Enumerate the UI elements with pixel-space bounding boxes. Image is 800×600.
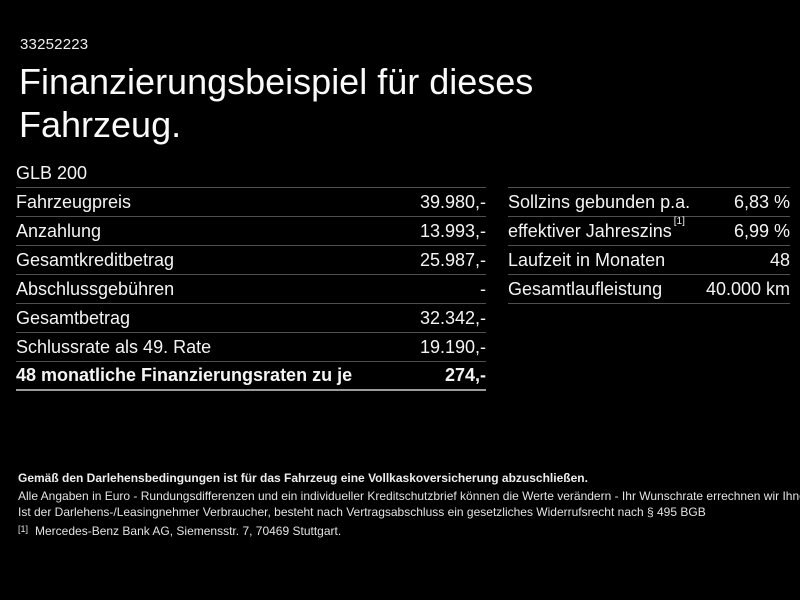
conditions-table: Sollzins gebunden p.a. 6,83 % effektiver… xyxy=(508,187,790,304)
footnote-bank-address: [1] Mercedes-Benz Bank AG, Siemensstr. 7,… xyxy=(18,524,341,538)
row-value: 6,83 % xyxy=(733,191,790,212)
row-label: Sollzins gebunden p.a. xyxy=(508,191,691,212)
row-value: 13.993,- xyxy=(419,220,486,241)
row-value: 32.342,- xyxy=(419,307,486,328)
row-label: 48 monatliche Finanzierungsraten zu je xyxy=(16,365,353,385)
page-title-line1: Finanzierungsbeispiel für dieses xyxy=(19,61,534,102)
row-label: Anzahlung xyxy=(16,220,102,241)
row-value: 6,99 % xyxy=(733,220,790,241)
row-value: 48 xyxy=(769,249,790,270)
row-label: Laufzeit in Monaten xyxy=(508,249,666,270)
table-row-gesamtkreditbetrag: Gesamtkreditbetrag 25.987,- xyxy=(16,246,486,275)
footnote-widerrufsrecht: Ist der Darlehens-/Leasingnehmer Verbrau… xyxy=(18,505,706,519)
row-label: Abschlussgebühren xyxy=(16,278,175,299)
table-row-monthly-rate: 48 monatliche Finanzierungsraten zu je 2… xyxy=(16,362,486,391)
row-value: 39.980,- xyxy=(419,191,486,212)
row-label: Schlussrate als 49. Rate xyxy=(16,336,212,357)
page-title: Finanzierungsbeispiel für dieses Fahrzeug… xyxy=(19,60,533,146)
vehicle-id: 33252223 xyxy=(20,36,89,53)
row-value: 274,- xyxy=(444,365,486,385)
table-row-abschlussgebuehren: Abschlussgebühren - xyxy=(16,275,486,304)
table-row-gesamtlaufleistung: Gesamtlaufleistung 40.000 km xyxy=(508,275,790,304)
footnote-ref-marker: [1] xyxy=(18,524,29,534)
row-value: 19.190,- xyxy=(419,336,486,357)
row-value: - xyxy=(480,278,486,299)
page-title-line2: Fahrzeug. xyxy=(19,104,182,145)
footnote-ref-text: Mercedes-Benz Bank AG, Siemensstr. 7, 70… xyxy=(35,524,342,538)
finance-table: Fahrzeugpreis 39.980,- Anzahlung 13.993,… xyxy=(16,187,486,391)
row-label: Gesamtkreditbetrag xyxy=(16,249,175,270)
table-row-laufzeit: Laufzeit in Monaten 48 xyxy=(508,246,790,275)
footnote-marker: [1] xyxy=(673,215,685,227)
row-value: 25.987,- xyxy=(419,249,486,270)
table-row-schlussrate: Schlussrate als 49. Rate 19.190,- xyxy=(16,333,486,362)
table-row-gesamtbetrag: Gesamtbetrag 32.342,- xyxy=(16,304,486,333)
footnote-disclaimer: Alle Angaben in Euro - Rundungsdifferenz… xyxy=(18,489,800,503)
row-label-text: effektiver Jahreszins xyxy=(508,220,672,241)
row-label: effektiver Jahreszins [1] xyxy=(508,216,685,242)
table-row-effektiver-jahreszins: effektiver Jahreszins [1] 6,99 % xyxy=(508,216,790,246)
table-row-sollzins: Sollzins gebunden p.a. 6,83 % xyxy=(508,188,790,217)
row-label: Fahrzeugpreis xyxy=(16,191,132,212)
model-name: GLB 200 xyxy=(16,163,88,183)
footnote-insurance: Gemäß den Darlehensbedingungen ist für d… xyxy=(18,471,588,485)
table-row-anzahlung: Anzahlung 13.993,- xyxy=(16,217,486,246)
row-label: Gesamtbetrag xyxy=(16,307,131,328)
row-label: Gesamtlaufleistung xyxy=(508,278,663,299)
row-value: 40.000 km xyxy=(705,278,790,299)
table-row-fahrzeugpreis: Fahrzeugpreis 39.980,- xyxy=(16,188,486,217)
